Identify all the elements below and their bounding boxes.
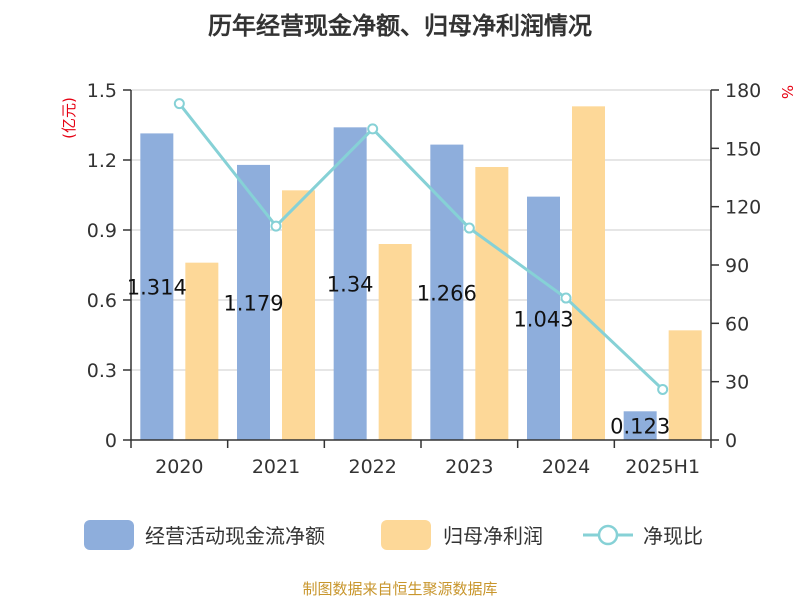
net-profit-bar: [668, 330, 702, 440]
ratio-point: [367, 123, 379, 135]
legend: 经营活动现金流净额 归母净利润 净现比: [84, 520, 703, 550]
x-tick-label: 2022: [348, 456, 396, 478]
left-tick-label: 0.3: [87, 360, 117, 382]
right-tick-label: 30: [725, 372, 749, 394]
tick-labels: 0 0.3 0.6 0.9 1.2 1.5 0 30 60 90 120 150 180 2020 2021…: [87, 80, 761, 478]
legend-swatch-cashflow: [84, 520, 134, 550]
right-tick-label: 180: [725, 80, 761, 102]
legend-marker-ratio: [597, 524, 619, 546]
cashflow-data-label: 1.179: [223, 291, 283, 315]
right-tick-label: 60: [725, 313, 749, 335]
x-tick-label: 2020: [155, 456, 203, 478]
left-axis-unit: (亿元): [60, 97, 78, 139]
cashflow-data-label: 1.266: [417, 281, 477, 305]
ratio-point: [560, 292, 572, 304]
left-tick-label: 0: [105, 430, 117, 452]
x-tick-label: 2023: [445, 456, 493, 478]
axes: [123, 89, 719, 448]
right-tick-label: 0: [725, 430, 737, 452]
net-profit-bar: [282, 190, 315, 440]
ratio-point: [657, 383, 669, 395]
cashflow-bar: [527, 196, 560, 440]
left-tick-label: 0.6: [87, 290, 117, 312]
right-tick-label: 90: [725, 255, 749, 277]
cashflow-data-label: 1.314: [127, 276, 187, 300]
data-labels: 1.314 1.179 1.34 1.266 1.043 0.123: [127, 273, 670, 439]
net-profit-bar: [475, 167, 509, 440]
right-axis-unit: %: [778, 85, 796, 99]
legend-label-ratio: 净现比: [643, 524, 703, 548]
source-note: 制图数据来自恒生聚源数据库: [302, 580, 497, 598]
chart-title: 历年经营现金净额、归母净利润情况: [208, 12, 592, 40]
net-profit-bar: [572, 106, 605, 440]
right-tick-label: 150: [725, 138, 761, 160]
cashflow-bar: [140, 133, 174, 440]
net-profit-bar: [185, 262, 219, 440]
x-tick-label: 2021: [252, 456, 300, 478]
right-tick-label: 120: [725, 197, 761, 219]
bars: [140, 106, 702, 440]
legend-label-cashflow: 经营活动现金流净额: [145, 524, 325, 548]
legend-label-net-profit: 归母净利润: [443, 524, 543, 548]
cashflow-bar: [623, 411, 657, 440]
net-profit-bar: [378, 244, 412, 440]
left-tick-label: 1.5: [87, 80, 117, 102]
ratio-point: [463, 222, 475, 234]
cashflow-data-label: 1.043: [513, 307, 573, 331]
cashflow-data-label: 1.34: [327, 273, 374, 297]
left-tick-label: 0.9: [87, 220, 117, 242]
x-tick-label: 2025H1: [625, 456, 700, 478]
ratio-line: [178, 102, 664, 391]
gridlines: [131, 89, 711, 371]
ratio-line-series: [173, 98, 669, 395]
x-tick-label: 2024: [542, 456, 590, 478]
ratio-point: [270, 220, 282, 232]
left-tick-label: 1.2: [87, 150, 117, 172]
ratio-point: [173, 98, 185, 110]
cashflow-bar: [333, 127, 367, 440]
cashflow-data-label: 0.123: [610, 415, 670, 439]
legend-swatch-net-profit: [381, 520, 431, 550]
